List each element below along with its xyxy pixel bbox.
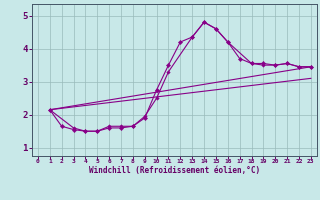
- X-axis label: Windchill (Refroidissement éolien,°C): Windchill (Refroidissement éolien,°C): [89, 166, 260, 175]
